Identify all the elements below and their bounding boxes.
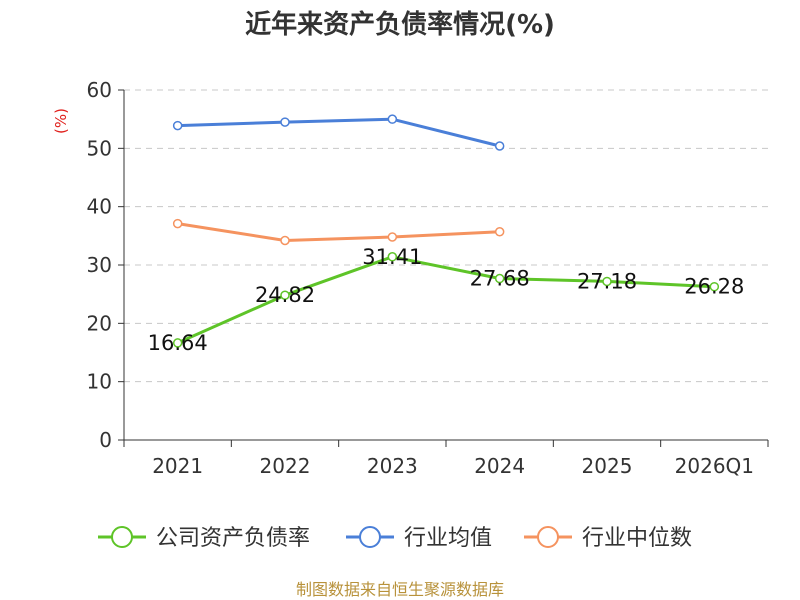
y-tick-label: 50 [87, 136, 112, 160]
data-point [709, 281, 720, 292]
chart-title: 近年来资产负债率情况(%) [245, 10, 555, 40]
data-point [280, 235, 290, 246]
data-point [387, 232, 398, 242]
data-label: 27.18 [577, 269, 637, 293]
legend: 公司资产负债率 行业均值 行业中位数 [98, 526, 692, 551]
series-line [177, 117, 501, 148]
data-point [494, 227, 505, 237]
series-lines [172, 114, 720, 348]
legend-marker [359, 526, 381, 548]
source-note: 制图数据来自恒生聚源数据库 [295, 580, 504, 599]
y-tick-label: 40 [87, 195, 112, 219]
data-point [172, 338, 183, 348]
legend-label: 行业均值 [404, 526, 492, 551]
series-line [177, 255, 715, 345]
legend-label: 公司资产负债率 [156, 526, 310, 551]
grid-lines [124, 89, 768, 383]
data-point [172, 120, 183, 131]
x-tick-label: 2022 [260, 454, 311, 478]
data-labels: 16.64 24.82 31.41 27.68 27.18 26.28 [148, 245, 745, 355]
x-tick-label: 2021 [152, 454, 203, 478]
x-tick-label: 2023 [367, 454, 418, 478]
data-point [387, 252, 398, 262]
data-point [280, 117, 290, 127]
data-label: 31.41 [362, 245, 422, 269]
legend-marker [537, 526, 559, 548]
x-tick-label: 2025 [582, 454, 633, 478]
data-point [494, 273, 505, 284]
y-tick-label: 10 [87, 370, 112, 394]
data-point [494, 141, 505, 151]
data-label: 26.28 [684, 275, 744, 299]
data-point [602, 276, 612, 287]
legend-label: 行业中位数 [582, 526, 692, 551]
data-point [280, 290, 290, 300]
data-label: 16.64 [148, 331, 208, 355]
x-tick-label: 2026Q1 [675, 454, 754, 478]
y-tick-label: 30 [87, 253, 112, 277]
x-tick-label: 2024 [474, 454, 525, 478]
y-tick-label: 0 [99, 428, 112, 452]
data-label: 27.68 [470, 267, 530, 291]
data-label: 24.82 [255, 283, 315, 307]
legend-marker [111, 526, 133, 548]
data-point [172, 218, 183, 229]
series-line [177, 222, 500, 242]
y-tick-label: 20 [87, 311, 112, 335]
axes: 0 10 20 30 40 50 60 2021 2022 2023 2024 2025 2026Q1 [87, 78, 769, 478]
y-tick-label: 60 [87, 78, 112, 102]
data-point [387, 114, 398, 124]
